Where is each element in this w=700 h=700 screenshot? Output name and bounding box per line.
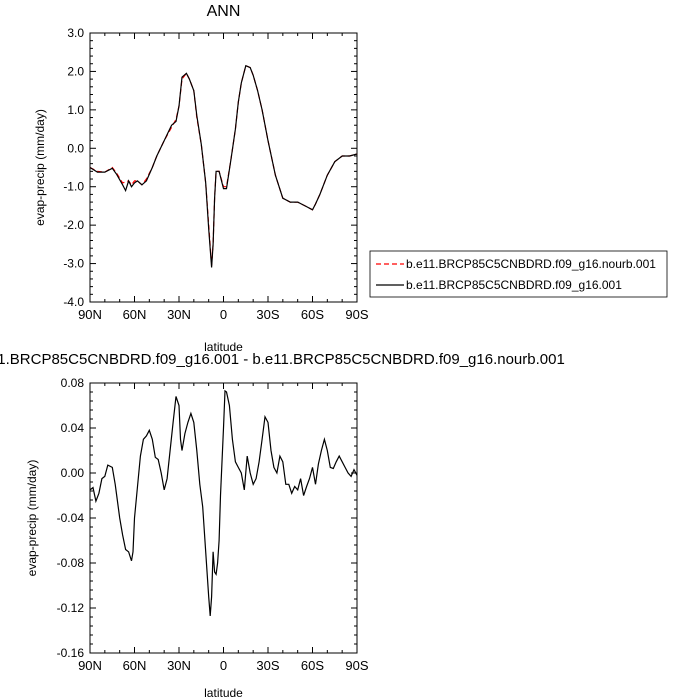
y-axis-label: evap-precip (mm/day) <box>25 460 39 577</box>
y-tick-label: -2.0 <box>63 218 84 232</box>
x-tick-label: 30S <box>256 307 279 322</box>
y-tick-label: 0.00 <box>61 466 85 480</box>
legend-label-1: b.e11.BRCP85C5CNBDRD.f09_g16.nourb.001 <box>406 257 656 271</box>
legend: b.e11.BRCP85C5CNBDRD.f09_g16.nourb.001 b.… <box>369 250 668 298</box>
series-line-2 <box>89 64 358 268</box>
chart-panel-1: 90N 60N 30N 0 30S 60S 90S -4.0 -3.0 -2.0 -1.0 0.0 1.… <box>33 3 668 354</box>
x-tick-label: 0 <box>220 307 227 322</box>
y-tick-label: -0.12 <box>57 601 85 615</box>
y-tick-label: 3.0 <box>67 26 84 40</box>
y-tick-label: -4.0 <box>63 295 84 309</box>
y-tick-label: -0.04 <box>57 511 85 525</box>
x-tick-label: 30N <box>167 307 191 322</box>
x-tick-label: 60S <box>301 658 324 673</box>
chart-panel-2: 90N 60N 30N 0 30S 60S 90S -0.16 -0.12 -0.08 -0.04 0… <box>0 351 565 700</box>
x-tick-label: 0 <box>220 658 227 673</box>
y-tick-label: 1.0 <box>67 103 84 117</box>
chart-title: ANN <box>207 3 241 20</box>
x-axis-label: latitude <box>204 686 243 700</box>
plot-frame <box>89 32 358 303</box>
x-tick-label: 60S <box>301 307 324 322</box>
x-tick-label: 30S <box>256 658 279 673</box>
y-tick-label: -1.0 <box>63 180 84 194</box>
y-tick-label: 0.04 <box>61 421 85 435</box>
legend-box <box>369 250 668 298</box>
x-tick-label: 90N <box>78 658 102 673</box>
x-tick-label: 90S <box>345 658 368 673</box>
y-tick-label: 0.0 <box>67 141 84 155</box>
x-tick-label: 30N <box>167 658 191 673</box>
y-tick-label: 0.08 <box>61 376 85 390</box>
legend-label-2: b.e11.BRCP85C5CNBDRD.f09_g16.001 <box>406 278 622 292</box>
x-tick-label: 60N <box>123 658 147 673</box>
y-tick-label: -0.16 <box>57 646 85 660</box>
series-line-1 <box>89 389 358 616</box>
y-tick-label: -3.0 <box>63 257 84 271</box>
x-tick-label: 60N <box>123 307 147 322</box>
x-tick-label: 90S <box>345 307 368 322</box>
y-tick-label: -0.08 <box>57 556 85 570</box>
y-axis-label: evap-precip (mm/day) <box>33 109 47 226</box>
x-tick-label: 90N <box>78 307 102 322</box>
x-axis-label: latitude <box>204 340 243 354</box>
series-line-1 <box>89 64 358 266</box>
y-tick-label: 2.0 <box>67 64 84 78</box>
chart-title: b.e11.BRCP85C5CNBDRD.f09_g16.001 - b.e11… <box>0 351 565 368</box>
